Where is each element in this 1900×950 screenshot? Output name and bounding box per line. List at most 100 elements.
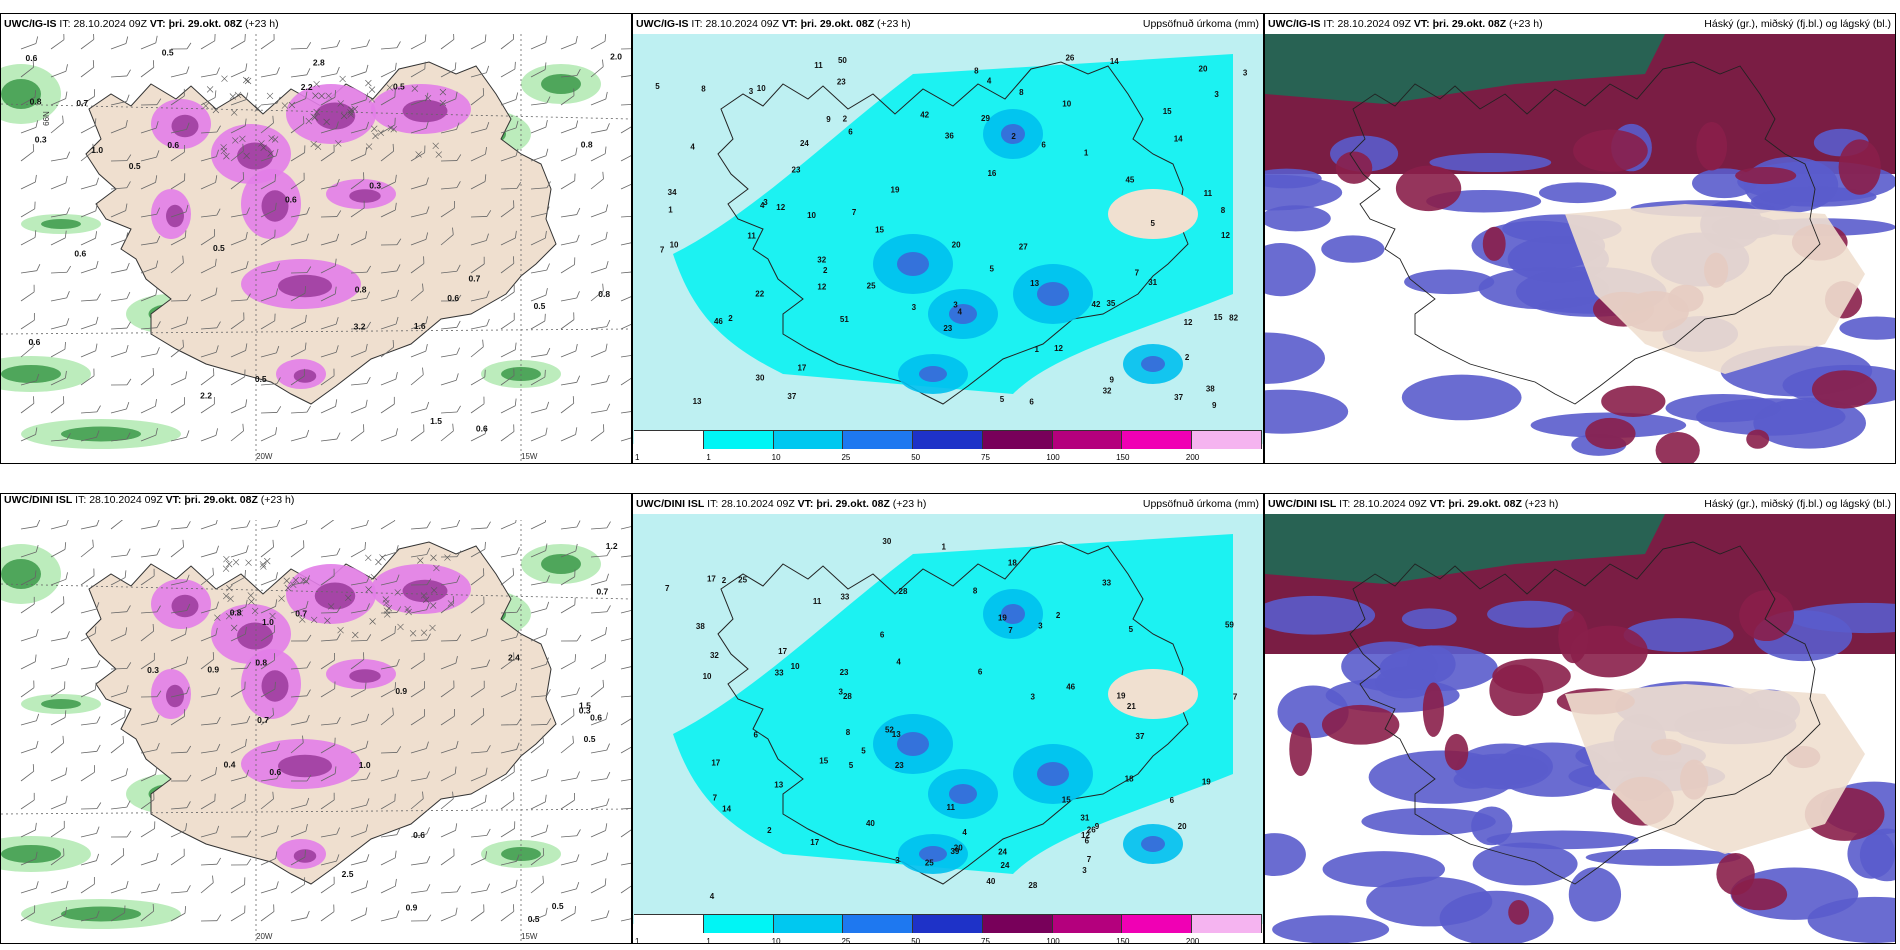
it-label: IT: — [1323, 18, 1335, 30]
lon-label-15w: 15W — [521, 932, 538, 941]
colorbar-tick-label: 100 — [1046, 453, 1060, 462]
init-time: 28.10.2024 09Z — [73, 18, 147, 30]
colorbar-segment: 10 — [703, 431, 781, 462]
swell-value-label: 0.5 — [393, 82, 405, 92]
cloud-map — [1265, 34, 1895, 463]
precip-map: 6116815152526121523314551462032345042382… — [633, 34, 1263, 444]
precip-value-label: 11 — [747, 232, 756, 241]
precip-value-label: 6 — [978, 668, 983, 677]
precip-value-label: 7 — [1087, 855, 1092, 864]
precip-value-label: 24 — [800, 139, 809, 148]
it-label: IT: — [59, 18, 71, 30]
it-label: IT: — [75, 494, 87, 506]
init-time: 28.10.2024 09Z — [1353, 498, 1427, 510]
colorbar-segment: 1 — [634, 431, 711, 462]
precip-value-label: 7 — [1135, 269, 1140, 278]
colorbar-tick-label: 10 — [771, 937, 781, 944]
lat-label-66n: 66N — [41, 111, 51, 126]
precip-value-label: 52 — [885, 725, 894, 734]
precip-value-label: 7 — [660, 245, 665, 254]
swell-value-label: 0.3 — [369, 181, 381, 191]
precip-value-label: 4 — [958, 308, 963, 317]
precip-value-label: 15 — [1214, 313, 1223, 322]
precip-value-label: 20 — [952, 241, 961, 250]
colorbar-tick-label: 10 — [771, 453, 781, 462]
precip-value-label: 7 — [1233, 692, 1238, 701]
colorbar-tick-label: 1 — [635, 937, 640, 944]
precip-value-label: 2 — [843, 115, 848, 124]
precip-value-label: 12 — [1221, 231, 1230, 240]
precip-value-label: 15 — [819, 756, 828, 765]
cloud-map — [1265, 514, 1895, 943]
panel-title: UWC/DINI ISL IT: 28.10.2024 09Z VT: þri.… — [1, 494, 631, 520]
swell-value-label: 0.7 — [76, 98, 88, 108]
swell-value-label: 2.2 — [301, 82, 313, 92]
precip-value-label: 6 — [1170, 796, 1175, 805]
swell-value-label: 0.6 — [74, 249, 86, 259]
precip-value-label: 13 — [693, 397, 702, 406]
precip-value-label: 4 — [896, 657, 901, 666]
colorbar-tick-label: 75 — [981, 453, 990, 462]
swell-value-label: 0.3 — [579, 705, 591, 715]
swell-value-label: 1.5 — [430, 416, 442, 426]
precip-value-label: 12 — [817, 283, 826, 292]
precip-colorbar: 1 10 25 50 75 100 150 200 1 — [634, 914, 1263, 943]
precip-value-label: 3 — [1243, 69, 1248, 78]
precip-value-label: 5 — [1129, 625, 1134, 634]
valid-time: þri. 29.okt. 08Z — [184, 494, 258, 506]
precip-value-label: 5 — [1000, 395, 1005, 404]
wind-swell-map: 0.3 0.5 0.6 0.6 0.5 0.8 0.6 0.8 0.6 0.5 0.7 0.6 0.5 0… — [1, 14, 631, 463]
precip-value-label: 23 — [837, 77, 846, 86]
precip-value-label: 14 — [722, 805, 731, 814]
precip-value-label: 2 — [1011, 132, 1016, 141]
swell-value-label: 1.0 — [359, 760, 371, 770]
precip-value-label: 31 — [1080, 814, 1089, 823]
precip-value-label: 17 — [707, 575, 716, 584]
vt-label: VT: — [165, 494, 182, 506]
precip-value-label: 37 — [787, 392, 796, 401]
panel-title: UWC/IG-IS IT: 28.10.2024 09Z VT: þri. 29… — [1, 14, 631, 34]
lead-time: (+23 h) — [1509, 18, 1543, 30]
panel-bot-right: UWC/DINI ISL IT: 28.10.2024 09Z VT: þri.… — [1264, 493, 1896, 944]
swell-value-label: 0.5 — [584, 734, 596, 744]
precip-value-label: 5 — [1151, 219, 1156, 228]
swell-value-label: 0.7 — [295, 608, 307, 618]
model-name: UWC/IG-IS — [636, 18, 689, 30]
precip-value-label: 3 — [839, 687, 844, 696]
precip-value-label: 8 — [701, 84, 706, 93]
swell-value-label: 0.3 — [35, 134, 47, 144]
precip-value-label: 8 — [973, 586, 978, 595]
swell-value-label: 0.5 — [129, 161, 141, 171]
field-title: Uppsöfnuð úrkoma (mm) — [1142, 498, 1259, 510]
model-name: UWC/DINI ISL — [636, 498, 705, 510]
colorbar-segment: 75 — [913, 915, 990, 943]
lon-label-15w: 15W — [521, 452, 538, 461]
precip-value-label: 4 — [760, 201, 765, 210]
precip-value-label: 10 — [757, 84, 766, 93]
init-time: 28.10.2024 09Z — [89, 494, 163, 506]
swell-value-label: 0.6 — [285, 194, 297, 204]
swell-value-label: 0.6 — [590, 713, 602, 723]
precip-value-label: 33 — [840, 592, 849, 601]
precip-value-label: 33 — [775, 669, 784, 678]
precip-value-label: 3 — [749, 87, 754, 96]
precip-value-label: 31 — [1148, 278, 1157, 287]
swell-value-label: 1.5 — [579, 700, 591, 710]
precip-value-label: 20 — [1199, 65, 1208, 74]
precip-value-label: 10 — [791, 662, 800, 671]
precip-value-label: 32 — [710, 651, 719, 660]
wind-swell-map: 0.3 0.4 0.5 0.9 0.6 0.7 1.0 0.6 2.5 2.4 1.5 1.2 0.5 1… — [1, 494, 631, 943]
precip-value-label: 17 — [797, 364, 806, 373]
precip-value-label: 18 — [1125, 774, 1134, 783]
swell-value-label: 0.8 — [255, 657, 267, 667]
swell-value-label: 0.6 — [413, 830, 425, 840]
swell-value-label: 3.2 — [354, 321, 366, 331]
panel-title: UWC/IG-IS IT: 28.10.2024 09Z VT: þri. 29… — [1265, 14, 1895, 34]
precip-value-label: 33 — [1102, 579, 1111, 588]
it-label: IT: — [691, 18, 703, 30]
swell-value-label: 0.6 — [26, 53, 38, 63]
precip-value-label: 6 — [1041, 141, 1046, 150]
precip-value-label: 10 — [1062, 100, 1071, 109]
precip-value-label: 4 — [962, 828, 967, 837]
precip-value-label: 35 — [1106, 299, 1115, 308]
